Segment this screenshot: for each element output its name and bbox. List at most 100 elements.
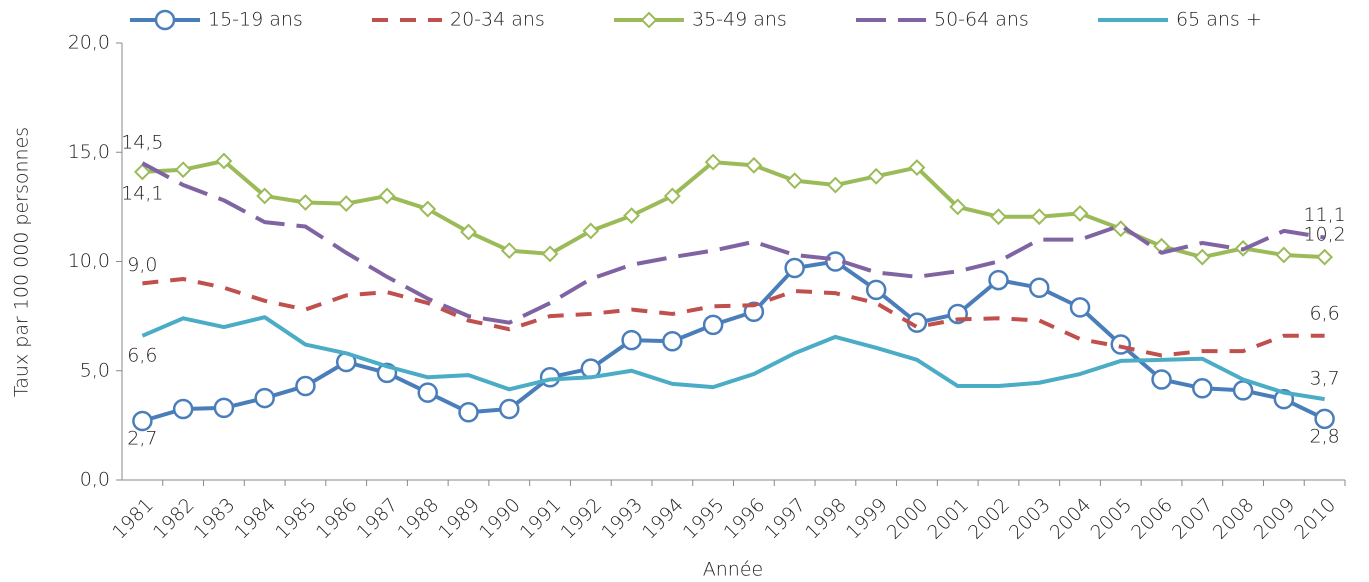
x-tick-label: 1997	[760, 494, 810, 544]
series-line	[142, 276, 1325, 358]
x-tick-label: 1990	[475, 494, 525, 544]
data-point	[254, 387, 275, 409]
x-tick-label: 2000	[883, 494, 933, 544]
data-point	[663, 187, 681, 205]
data-point	[662, 331, 683, 352]
x-tick-label: 2008	[1209, 494, 1259, 544]
series-line	[141, 315, 1325, 402]
data-point	[499, 398, 520, 420]
data-point	[460, 223, 477, 241]
value-label: 3,7	[1310, 368, 1340, 390]
x-tick-label: 1983	[190, 494, 240, 544]
x-tick-label: 1993	[597, 494, 647, 544]
legend-label: 15-19 ans	[208, 9, 303, 31]
x-tick-label: 1988	[393, 494, 443, 544]
x-tick-label: 2003	[1005, 494, 1055, 544]
x-tick-label: 2007	[1168, 494, 1218, 544]
data-point	[419, 200, 437, 218]
value-label: 14,5	[121, 132, 163, 154]
value-label: 11,1	[1303, 204, 1345, 226]
value-label: 14,1	[121, 182, 163, 204]
data-point	[704, 153, 722, 171]
data-point	[213, 397, 235, 419]
data-point	[827, 176, 844, 194]
data-point	[1151, 369, 1172, 390]
x-tick-label: 1991	[516, 494, 566, 544]
x-tick-label: 1994	[638, 494, 688, 544]
value-label: 6,6	[127, 344, 157, 366]
x-tick-label: 1985	[271, 494, 321, 544]
data-point	[172, 398, 194, 420]
x-tick-label: 2004	[1046, 494, 1096, 544]
legend-label: 35-49 ans	[692, 9, 787, 31]
x-tick-label: 1981	[108, 494, 158, 544]
x-tick-label: 1996	[720, 494, 770, 544]
data-point	[500, 242, 518, 259]
data-point	[337, 195, 355, 213]
value-label: 10,2	[1303, 224, 1345, 246]
data-point	[1110, 334, 1132, 355]
data-point	[949, 198, 967, 216]
data-point	[378, 187, 396, 205]
x-tick-label: 1992	[556, 494, 606, 544]
x-tick-label: 2009	[1250, 494, 1300, 544]
legend-label: 65 ans +	[1176, 9, 1262, 31]
x-tick-label: 1984	[230, 494, 280, 544]
data-point	[990, 208, 1007, 226]
data-point	[1030, 208, 1048, 226]
data-point	[621, 329, 642, 351]
x-tick-label: 1995	[679, 494, 729, 544]
data-point	[1029, 277, 1050, 298]
data-point	[867, 167, 885, 185]
x-tick-label: 1982	[149, 494, 199, 544]
legend-label: 20-34 ans	[450, 9, 545, 31]
data-point	[132, 410, 153, 432]
data-point	[745, 156, 763, 174]
x-tick-label: 1998	[801, 494, 851, 544]
data-point	[295, 375, 316, 397]
y-tick-label: 20,0	[68, 32, 110, 54]
data-point	[215, 152, 233, 170]
x-tick-label: 2006	[1127, 494, 1177, 544]
data-point	[702, 314, 724, 336]
x-tick-label: 1986	[312, 494, 362, 544]
value-label: 6,6	[1310, 302, 1340, 324]
data-point	[1192, 377, 1213, 399]
data-point	[784, 257, 805, 279]
y-tick-label: 5,0	[80, 359, 110, 381]
data-point	[541, 245, 559, 263]
data-point	[582, 222, 600, 240]
data-point	[1275, 246, 1293, 264]
value-label: 2,8	[1310, 425, 1340, 447]
x-tick-label: 1989	[434, 494, 484, 544]
data-point	[297, 194, 314, 211]
legend-label: 50-64 ans	[934, 9, 1029, 31]
data-point	[256, 187, 274, 205]
series-line	[141, 161, 1325, 325]
data-point	[1232, 380, 1254, 401]
data-point	[174, 161, 192, 179]
x-tick-label: 2010	[1290, 494, 1340, 544]
data-point	[1193, 248, 1211, 266]
x-tick-label: 1987	[353, 494, 403, 544]
data-point	[623, 207, 640, 225]
data-point	[1071, 205, 1089, 222]
data-point	[1069, 297, 1091, 318]
data-point	[133, 163, 151, 181]
data-point	[988, 269, 1009, 291]
data-point	[1314, 408, 1335, 430]
x-tick-label: 1999	[842, 494, 892, 544]
x-tick-label: 2005	[1086, 494, 1136, 544]
y-tick-label: 0,0	[80, 469, 110, 491]
value-label: 2,7	[127, 428, 157, 450]
y-tick-label: 10,0	[68, 250, 110, 272]
x-tick-label: 2002	[964, 494, 1014, 544]
x-axis-title: Année	[703, 559, 763, 581]
value-label: 9,0	[127, 254, 157, 276]
data-point	[908, 159, 926, 176]
data-point	[417, 382, 438, 403]
data-point	[825, 251, 846, 272]
y-axis-title: Taux par 100 000 personnes	[11, 127, 33, 397]
y-tick-label: 15,0	[68, 141, 110, 163]
